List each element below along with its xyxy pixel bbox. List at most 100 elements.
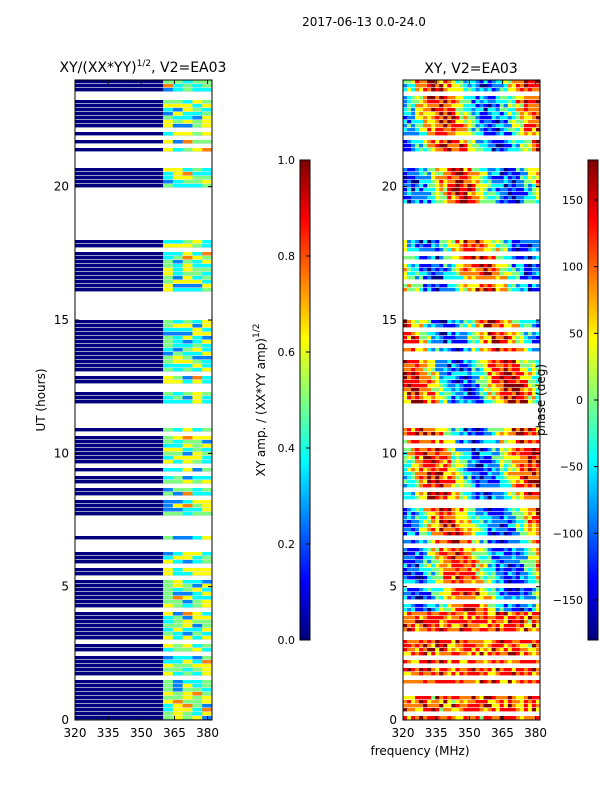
heatmap-cell (531, 528, 537, 532)
heatmap-cell (447, 580, 452, 584)
heatmap-cell (511, 476, 517, 480)
heatmap-cell (192, 536, 203, 540)
heatmap-cell (447, 696, 452, 700)
heatmap-cell (459, 540, 464, 544)
heatmap-cell (463, 372, 468, 376)
heatmap-cell (531, 120, 537, 124)
heatmap-cell (483, 548, 489, 552)
heatmap-cell (523, 604, 529, 608)
heatmap-cell (479, 484, 484, 488)
heatmap-cell (499, 580, 505, 584)
heatmap-cell (451, 480, 456, 484)
heatmap-cell (467, 320, 472, 324)
heatmap-cell (431, 184, 436, 188)
heatmap-cell (471, 200, 476, 204)
heatmap-cell (511, 100, 517, 104)
heatmap-cell (459, 364, 464, 368)
heatmap-cell (431, 456, 436, 460)
heatmap-cell (519, 524, 525, 528)
heatmap-cell (463, 512, 468, 516)
heatmap-cell (447, 184, 452, 188)
heatmap-cell (531, 512, 537, 516)
heatmap-cell (519, 108, 525, 112)
heatmap-cell (527, 596, 533, 600)
heatmap-row (75, 132, 212, 136)
heatmap-row (75, 336, 212, 340)
heatmap-cell (447, 256, 452, 260)
heatmap-cell (495, 448, 501, 452)
heatmap-cell (411, 612, 416, 616)
heatmap-cell (515, 516, 521, 520)
heatmap-cell (431, 592, 436, 596)
heatmap-cell (491, 144, 497, 148)
heatmap-row (75, 168, 212, 172)
heatmap-cell (435, 256, 440, 260)
heatmap-cell (503, 596, 509, 600)
heatmap-cell (451, 200, 456, 204)
heatmap-cell (467, 644, 472, 648)
heatmap-cell (411, 668, 416, 672)
heatmap-cell (515, 628, 521, 632)
heatmap-cell (507, 672, 513, 676)
heatmap-cell (479, 620, 484, 624)
heatmap-cell (182, 500, 193, 504)
heatmap-cell (507, 240, 513, 244)
heatmap-cell (491, 108, 497, 112)
heatmap-cell (523, 464, 529, 468)
heatmap-cell (523, 480, 529, 484)
heatmap-cell (415, 552, 420, 556)
heatmap-cell (431, 484, 436, 488)
heatmap-cell (423, 400, 428, 404)
heatmap-cell (427, 124, 432, 128)
heatmap-row (75, 660, 212, 664)
heatmap-cell (415, 272, 420, 276)
heatmap-cell (471, 628, 476, 632)
heatmap-cell (407, 512, 412, 516)
heatmap-cell (439, 240, 444, 244)
heatmap-cell (182, 508, 193, 512)
heatmap-cell (475, 192, 480, 196)
heatmap-cell (479, 540, 484, 544)
heatmap-cell (519, 256, 525, 260)
heatmap-cell (515, 624, 521, 628)
heatmap-cell (443, 148, 448, 152)
heatmap-cell (475, 616, 480, 620)
heatmap-cell (495, 128, 501, 132)
heatmap-cell (487, 84, 493, 88)
heatmap-cell (507, 148, 513, 152)
heatmap-cell (163, 288, 174, 292)
heatmap-cell (435, 132, 440, 136)
heatmap-cell (471, 100, 476, 104)
heatmap-cell (423, 256, 428, 260)
heatmap-row (75, 80, 212, 84)
heatmap-cell (182, 680, 193, 684)
heatmap-cell (479, 192, 484, 196)
heatmap-cell (192, 492, 203, 496)
heatmap-cell (515, 348, 521, 352)
heatmap-cell (515, 472, 521, 476)
heatmap-cell (531, 184, 537, 188)
heatmap-cell (455, 624, 460, 628)
heatmap-row (75, 480, 212, 484)
heatmap-cell (407, 168, 412, 172)
heatmap-cell (483, 384, 489, 388)
heatmap-cell (507, 560, 513, 564)
heatmap-cell (163, 660, 174, 664)
heatmap-cell (192, 180, 203, 184)
heatmap-cell (467, 572, 472, 576)
heatmap-cell (467, 556, 472, 560)
heatmap-cell (483, 564, 489, 568)
heatmap-cell (202, 512, 212, 516)
heatmap-cell (435, 364, 440, 368)
heatmap-cell (479, 644, 484, 648)
heatmap-cell (443, 432, 448, 436)
heatmap-cell (531, 144, 537, 148)
heatmap-cell (411, 560, 416, 564)
heatmap-row (75, 684, 212, 688)
heatmap-cell (519, 668, 525, 672)
heatmap-cell (172, 700, 184, 704)
heatmap-cell (407, 388, 412, 392)
heatmap-cell (463, 384, 468, 388)
heatmap-cell (435, 516, 440, 520)
heatmap-cell (475, 476, 480, 480)
